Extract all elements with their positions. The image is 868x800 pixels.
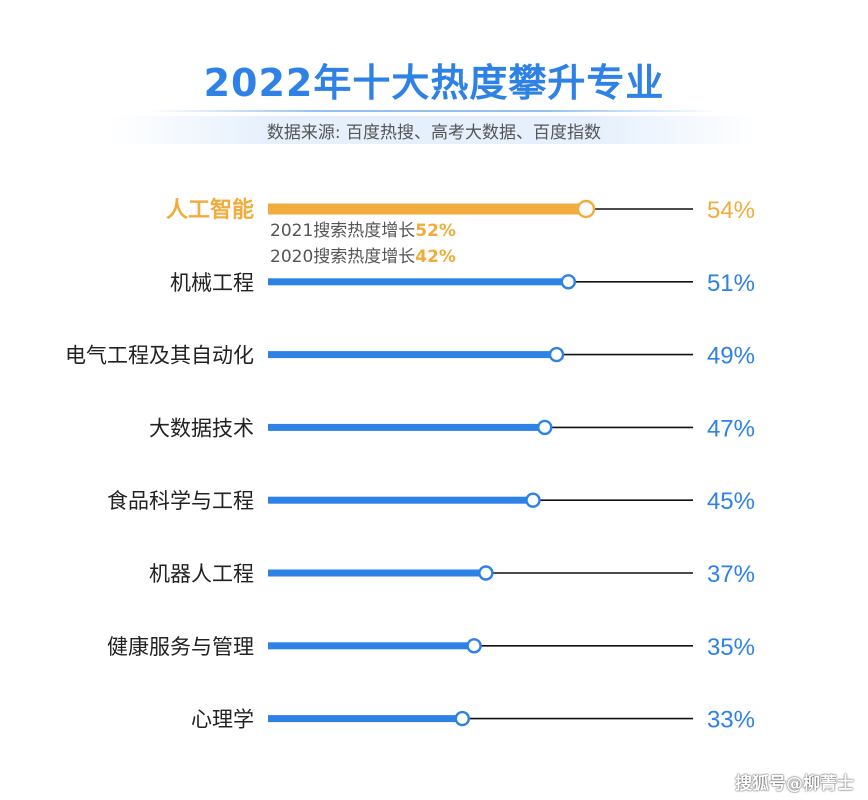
category-label: 心理学 bbox=[191, 708, 254, 732]
bar bbox=[268, 423, 545, 431]
value-label: 47% bbox=[707, 415, 755, 442]
bar-end-marker bbox=[478, 565, 494, 581]
bar bbox=[268, 569, 486, 577]
bar bbox=[268, 715, 463, 723]
annotation-2020: 2020搜索热度增长42% bbox=[270, 242, 456, 267]
bar-end-marker bbox=[537, 419, 553, 436]
bar-end-marker bbox=[525, 492, 541, 508]
category-label: 电气工程及其自动化 bbox=[65, 344, 254, 368]
category-label: 大数据技术 bbox=[149, 416, 254, 440]
value-label: 35% bbox=[707, 634, 755, 661]
value-label: 37% bbox=[707, 561, 755, 588]
category-label: 人工智能 bbox=[166, 197, 254, 223]
bar-end-marker bbox=[454, 710, 471, 727]
bar bbox=[268, 642, 475, 650]
bar-end-marker bbox=[548, 346, 565, 363]
bar bbox=[268, 203, 586, 215]
value-label: 54% bbox=[707, 197, 755, 224]
category-label: 机械工程 bbox=[170, 271, 254, 295]
value-label: 49% bbox=[707, 343, 755, 370]
annotation-2021: 2021搜索热度增长52% bbox=[270, 216, 456, 241]
category-label: 机器人工程 bbox=[149, 562, 254, 586]
bar-end-marker bbox=[466, 638, 482, 654]
chart-subtitle: 数据来源: 百度热搜、高考大数据、百度指数 bbox=[266, 123, 602, 143]
value-label: 45% bbox=[707, 488, 755, 515]
title-divider bbox=[150, 110, 718, 112]
bar-end-marker bbox=[560, 274, 577, 290]
annotation-2020-value: 42% bbox=[415, 247, 456, 267]
annotation-2021-value: 52% bbox=[415, 221, 456, 241]
value-label: 33% bbox=[707, 707, 755, 734]
watermark: 搜狐号@柳菁士 bbox=[735, 774, 854, 794]
bar-end-marker bbox=[576, 199, 596, 219]
annotation-2020-label: 2020搜索热度增长 bbox=[270, 247, 416, 267]
chart-title: 2022年十大热度攀升专业 bbox=[203, 61, 665, 105]
bar bbox=[268, 351, 557, 359]
category-label: 健康服务与管理 bbox=[107, 635, 254, 659]
bar bbox=[268, 496, 533, 504]
category-label: 食品科学与工程 bbox=[107, 489, 254, 513]
subtitle-band bbox=[110, 116, 758, 144]
bar bbox=[268, 278, 569, 286]
value-label: 51% bbox=[707, 270, 755, 297]
annotation-2021-label: 2021搜索热度增长 bbox=[270, 221, 416, 241]
